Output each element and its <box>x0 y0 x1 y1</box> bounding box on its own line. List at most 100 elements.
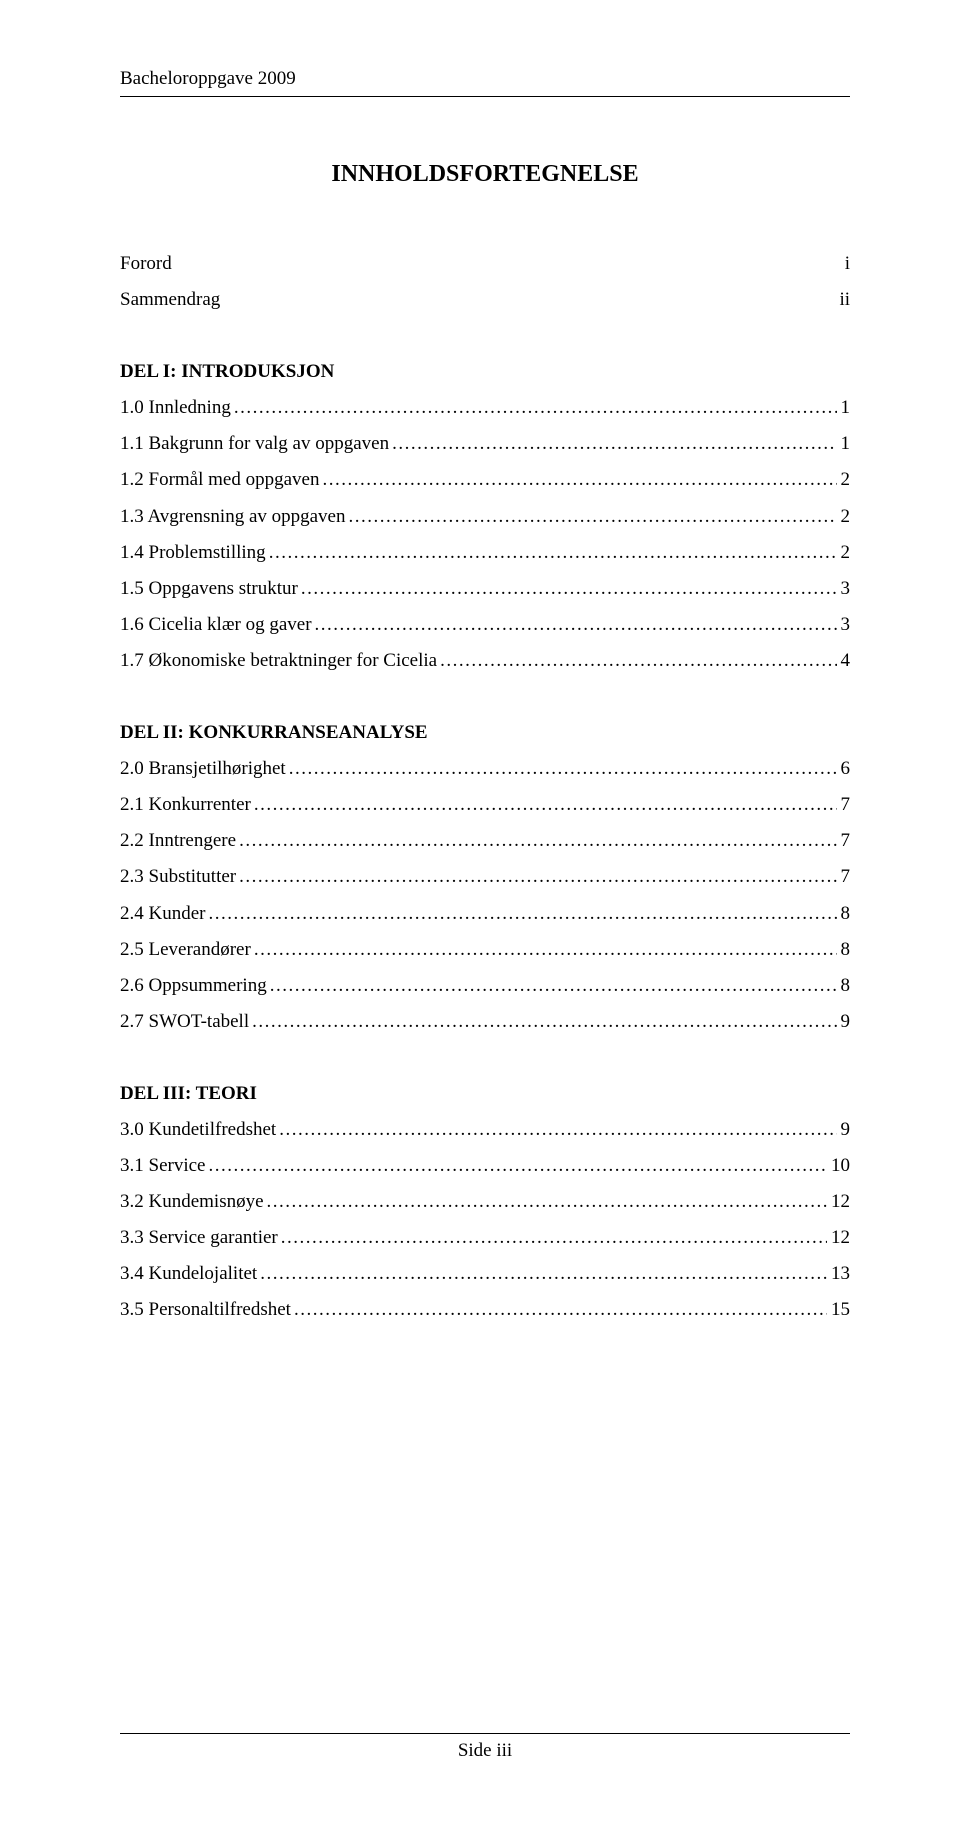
toc-row: 1.5 Oppgavens struktur 3 <box>120 571 850 607</box>
toc-section: DEL III: TEORI 3.0 Kundetilfredshet 9 3.1… <box>120 1076 850 1329</box>
toc-row: 2.2 Inntrengere7 <box>120 823 850 859</box>
front-matter-row: Sammendrag ii <box>120 282 850 318</box>
toc-leader-dots <box>249 1004 836 1040</box>
toc-page: 1 <box>837 390 851 426</box>
running-header: Bacheloroppgave 2009 <box>120 68 850 90</box>
toc-page: 8 <box>837 968 851 1004</box>
toc-page: 7 <box>837 823 851 859</box>
toc-label: 2.1 Konkurrenter <box>120 787 251 823</box>
toc-row: 1.6 Cicelia klær og gaver 3 <box>120 607 850 643</box>
toc-leader-dots <box>346 499 837 535</box>
toc-page: 2 <box>837 462 851 498</box>
toc-row: 3.2 Kundemisnøye 12 <box>120 1184 850 1220</box>
toc-section: DEL II: KONKURRANSEANALYSE 2.0 Bransjeti… <box>120 715 850 1040</box>
toc-leader-dots <box>389 426 836 462</box>
toc-label: 2.3 Substitutter <box>120 859 236 895</box>
toc-row: 2.3 Substitutter 7 <box>120 859 850 895</box>
toc-label: 1.2 Formål med oppgaven <box>120 462 319 498</box>
toc-label: 1.1 Bakgrunn for valg av oppgaven <box>120 426 389 462</box>
toc-row: 3.4 Kundelojalitet13 <box>120 1256 850 1292</box>
page: Bacheloroppgave 2009 INNHOLDSFORTEGNELSE… <box>0 0 960 1824</box>
front-matter-row: Forord i <box>120 246 850 282</box>
toc-label: 1.3 Avgrensning av oppgaven <box>120 499 346 535</box>
toc-leader-dots <box>276 1112 836 1148</box>
toc-row: 1.2 Formål med oppgaven 2 <box>120 462 850 498</box>
toc-leader-dots <box>205 896 836 932</box>
toc-page: 10 <box>827 1148 850 1184</box>
toc-row: 1.7 Økonomiske betraktninger for Cicelia… <box>120 643 850 679</box>
toc-row: 2.5 Leverandører 8 <box>120 932 850 968</box>
toc-page: 4 <box>837 643 851 679</box>
toc-label: 2.0 Bransjetilhørighet <box>120 751 286 787</box>
toc-page: 12 <box>827 1220 850 1256</box>
toc-page: 9 <box>837 1004 851 1040</box>
toc-leader-dots <box>291 1292 827 1328</box>
toc-label: 2.6 Oppsummering <box>120 968 267 1004</box>
toc-page: 15 <box>827 1292 850 1328</box>
toc-leader-dots <box>231 390 837 426</box>
toc-leader-dots <box>251 787 837 823</box>
toc-row: 3.0 Kundetilfredshet 9 <box>120 1112 850 1148</box>
toc-page: 9 <box>837 1112 851 1148</box>
toc-label: 1.0 Innledning <box>120 390 231 426</box>
toc-label: 3.1 Service <box>120 1148 205 1184</box>
toc-page: 8 <box>837 896 851 932</box>
toc-row: 3.5 Personaltilfredshet 15 <box>120 1292 850 1328</box>
toc-row: 1.4 Problemstilling2 <box>120 535 850 571</box>
toc-leader-dots <box>278 1220 827 1256</box>
toc-page: 6 <box>837 751 851 787</box>
header-rule <box>120 96 850 97</box>
toc-label: 2.4 Kunder <box>120 896 205 932</box>
toc-leader-dots <box>267 968 837 1004</box>
front-matter: Forord i Sammendrag ii <box>120 246 850 318</box>
toc-label: 3.5 Personaltilfredshet <box>120 1292 291 1328</box>
toc-leader-dots <box>312 607 837 643</box>
front-matter-label: Sammendrag <box>120 282 220 318</box>
toc-row: 2.1 Konkurrenter 7 <box>120 787 850 823</box>
toc-leader-dots <box>266 535 837 571</box>
toc-row: 1.0 Innledning 1 <box>120 390 850 426</box>
toc-row: 3.3 Service garantier 12 <box>120 1220 850 1256</box>
toc-row: 2.7 SWOT-tabell 9 <box>120 1004 850 1040</box>
toc-label: 1.5 Oppgavens struktur <box>120 571 298 607</box>
toc-page: 12 <box>827 1184 850 1220</box>
toc-page: 7 <box>837 787 851 823</box>
toc-leader-dots <box>264 1184 827 1220</box>
toc-leader-dots <box>251 932 837 968</box>
toc-label: 1.6 Cicelia klær og gaver <box>120 607 312 643</box>
front-matter-label: Forord <box>120 246 172 282</box>
toc-row: 2.6 Oppsummering 8 <box>120 968 850 1004</box>
toc-page: 3 <box>837 571 851 607</box>
toc-label: 2.5 Leverandører <box>120 932 251 968</box>
toc-row: 2.0 Bransjetilhørighet 6 <box>120 751 850 787</box>
section-heading: DEL III: TEORI <box>120 1076 850 1112</box>
page-title: INNHOLDSFORTEGNELSE <box>120 161 850 188</box>
toc-page: 8 <box>837 932 851 968</box>
toc-page: 2 <box>837 535 851 571</box>
toc-label: 1.7 Økonomiske betraktninger for Cicelia <box>120 643 437 679</box>
front-matter-page: i <box>845 246 850 282</box>
section-heading: DEL II: KONKURRANSEANALYSE <box>120 715 850 751</box>
toc-leader-dots <box>236 823 836 859</box>
front-matter-page: ii <box>839 282 850 318</box>
footer-page-number: Side iii <box>120 1740 850 1762</box>
toc-page: 13 <box>827 1256 850 1292</box>
toc-leader-dots <box>286 751 837 787</box>
toc-label: 3.3 Service garantier <box>120 1220 278 1256</box>
toc-leader-dots <box>205 1148 827 1184</box>
section-heading: DEL I: INTRODUKSJON <box>120 354 850 390</box>
toc-leader-dots <box>319 462 836 498</box>
toc-page: 7 <box>837 859 851 895</box>
toc-label: 3.0 Kundetilfredshet <box>120 1112 276 1148</box>
toc-leader-dots <box>298 571 837 607</box>
toc-label: 3.2 Kundemisnøye <box>120 1184 264 1220</box>
toc-label: 2.7 SWOT-tabell <box>120 1004 249 1040</box>
toc-page: 3 <box>837 607 851 643</box>
toc-row: 3.1 Service 10 <box>120 1148 850 1184</box>
toc-leader-dots <box>236 859 836 895</box>
toc-row: 2.4 Kunder 8 <box>120 896 850 932</box>
toc-row: 1.1 Bakgrunn for valg av oppgaven1 <box>120 426 850 462</box>
footer-rule <box>120 1733 850 1734</box>
page-footer: Side iii <box>120 1733 850 1762</box>
toc-leader-dots <box>437 643 836 679</box>
